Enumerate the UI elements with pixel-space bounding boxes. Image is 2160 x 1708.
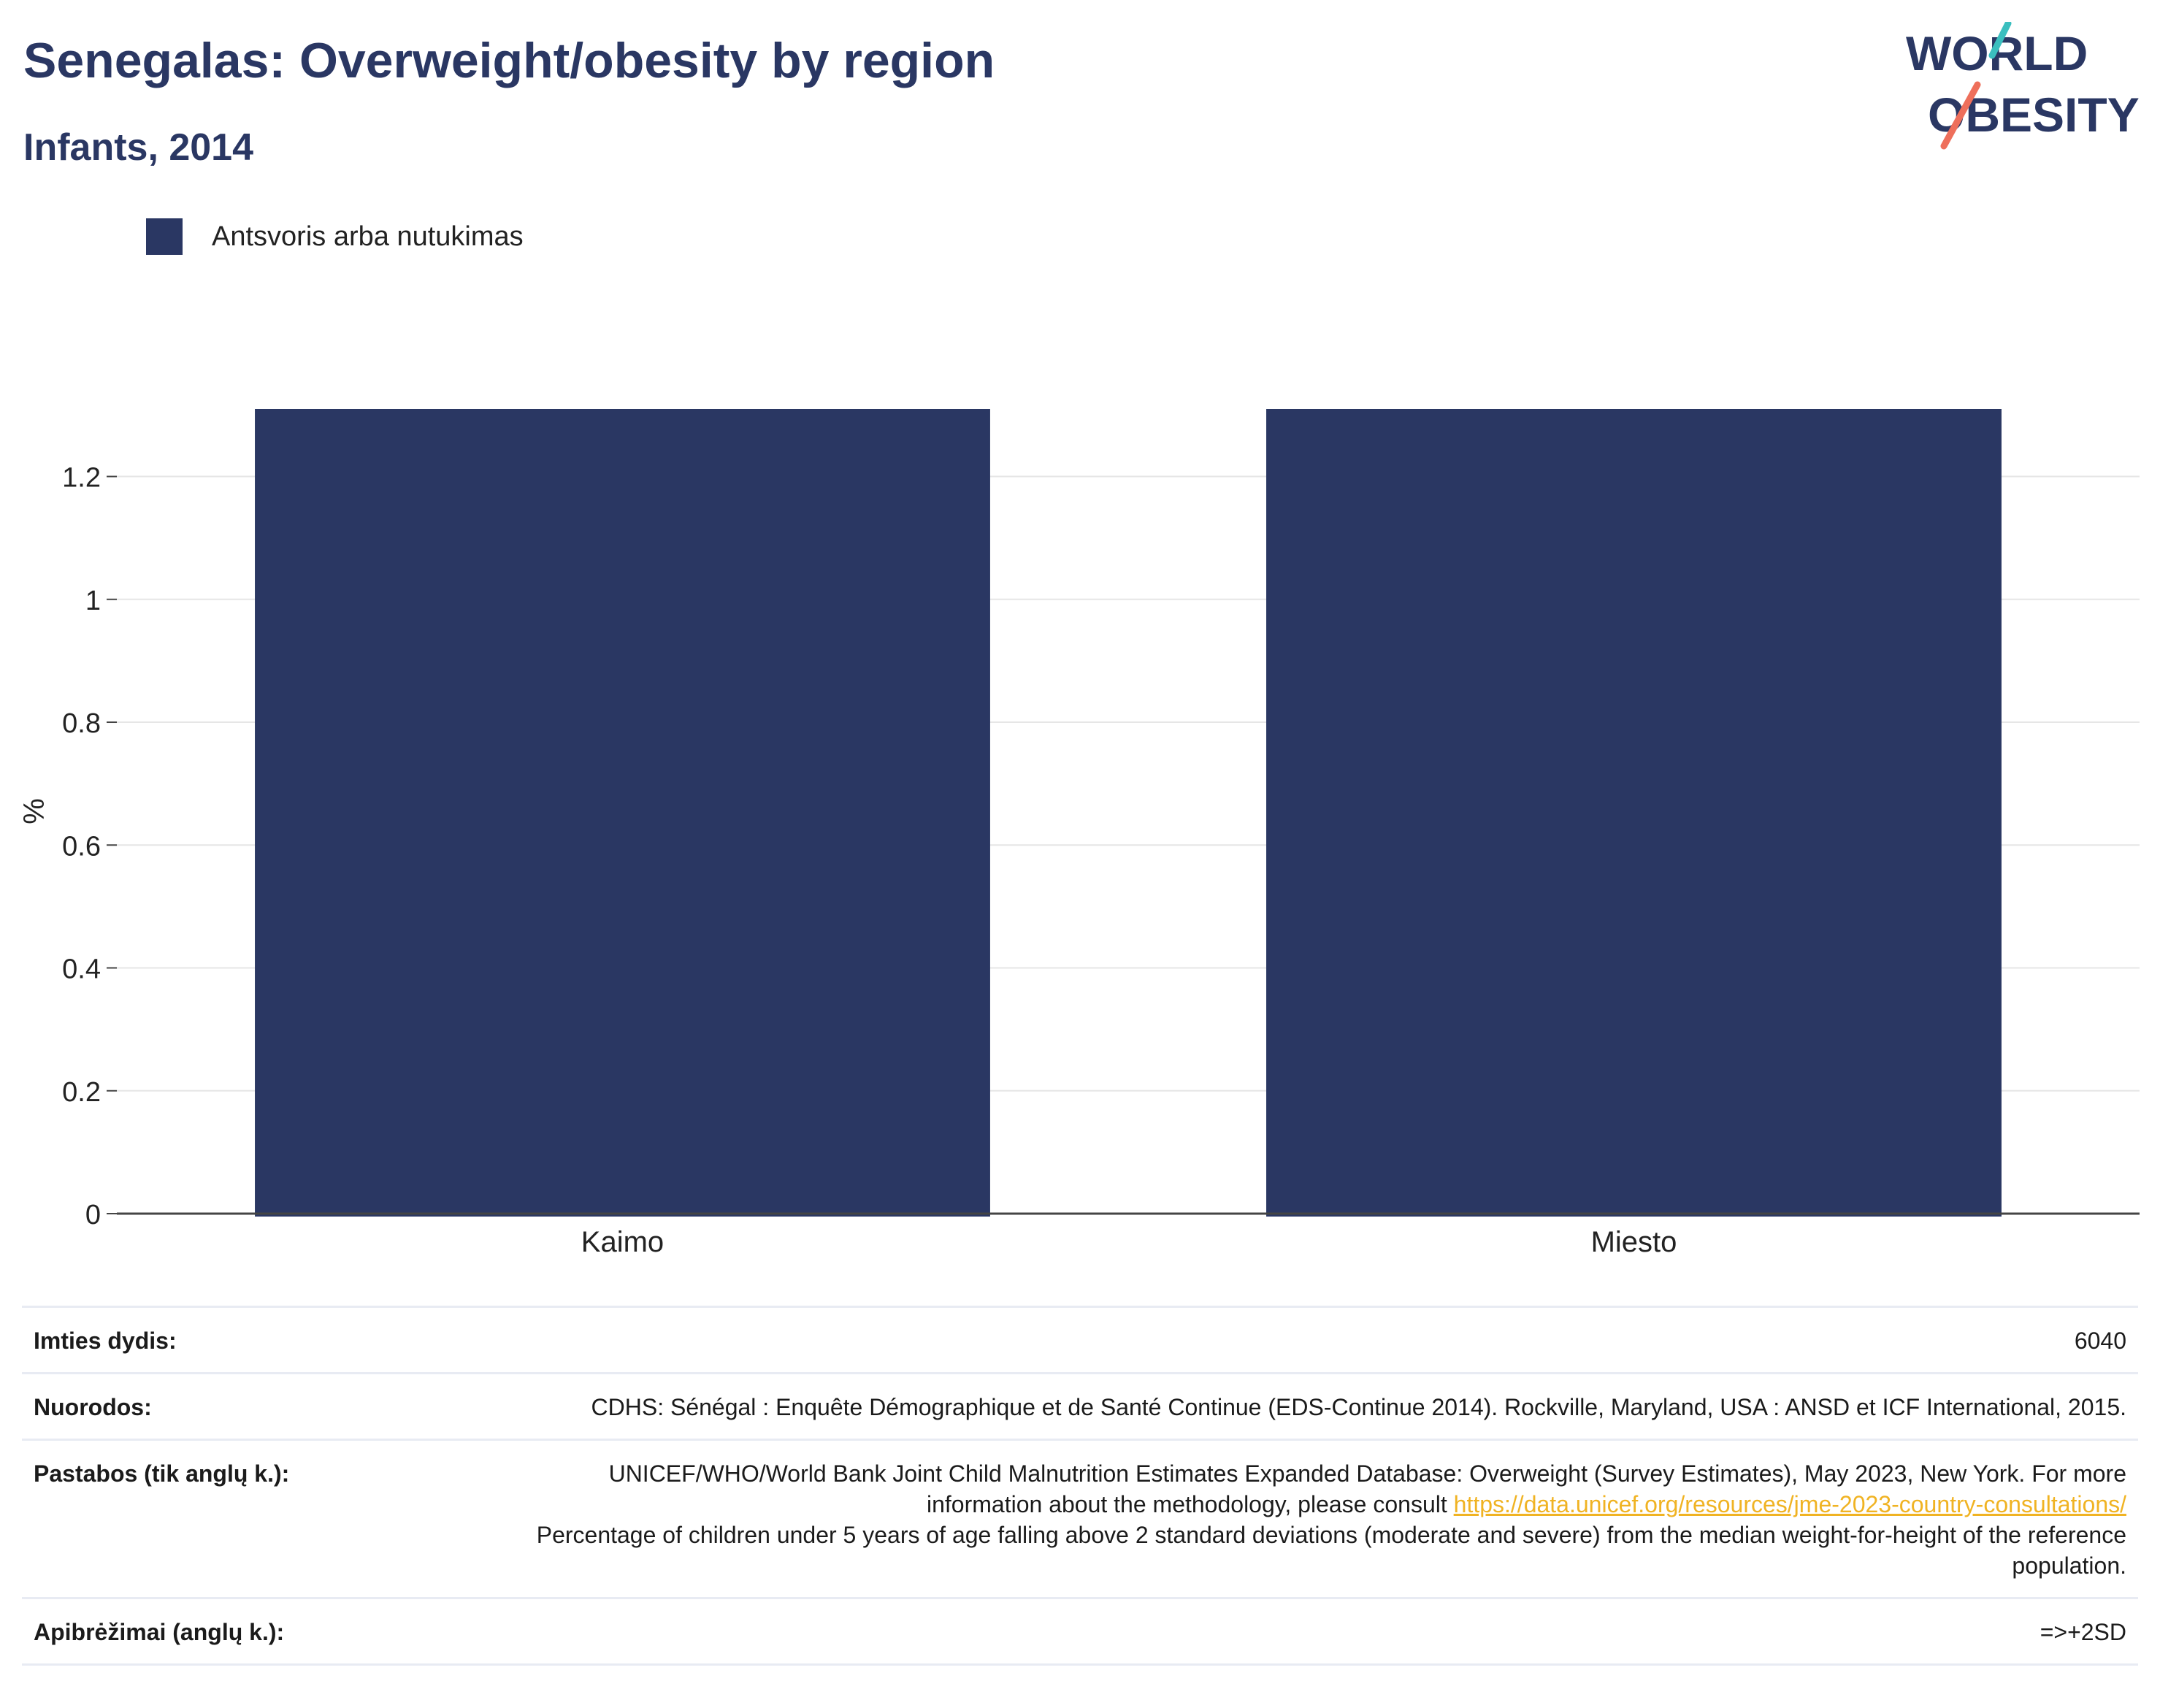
sample-size-label: Imties dydis: xyxy=(22,1306,513,1374)
logo-teal-stroke xyxy=(1988,22,2012,59)
notes-link[interactable]: https://data.unicef.org/resources/jme-20… xyxy=(1453,1491,2126,1517)
y-tick-label: 0.4 xyxy=(62,954,101,985)
chart-title: Senegalas: Overweight/obesity by region xyxy=(23,33,995,88)
y-tick-label: 0.6 xyxy=(62,831,101,862)
bars xyxy=(255,409,2002,1217)
notes-text-2: Percentage of children under 5 years of … xyxy=(536,1522,2126,1579)
info-table: Imties dydis: 6040 Nuorodos: CDHS: Sénég… xyxy=(22,1306,2138,1666)
definitions-label: Apibrėžimai (anglų k.): xyxy=(22,1597,513,1666)
x-tick-label: Miesto xyxy=(1591,1226,1677,1256)
y-tick-label: 1 xyxy=(85,586,101,616)
y-tick-label: 1.2 xyxy=(62,463,101,494)
y-axis-ticks: 0 0.2 0.4 0.6 0.8 1 1.2 xyxy=(62,463,117,1230)
references-row: Nuorodos: CDHS: Sénégal : Enquête Démogr… xyxy=(22,1372,2138,1440)
bar-chart: 0 0.2 0.4 0.6 0.8 1 1.2 Kaimo Miesto % xyxy=(18,409,2140,1256)
references-label: Nuorodos: xyxy=(22,1372,513,1440)
x-tick-label: Kaimo xyxy=(581,1226,664,1256)
y-tick-label: 0 xyxy=(85,1200,101,1230)
y-tick-label: 0.8 xyxy=(62,708,101,739)
legend: Antsvoris arba nutukimas xyxy=(146,218,524,256)
notes-label: Pastabos (tik anglų k.): xyxy=(22,1439,513,1598)
definitions-row: Apibrėžimai (anglų k.): =>+2SD xyxy=(22,1597,2138,1666)
logo-coral-stroke xyxy=(1940,81,1981,150)
logo-line1: WORLD xyxy=(1906,26,2088,80)
y-axis-label: % xyxy=(18,798,50,824)
notes-text-1: UNICEF/WHO/World Bank Joint Child Malnut… xyxy=(608,1460,2126,1517)
legend-label: Antsvoris arba nutukimas xyxy=(212,221,524,252)
definitions-value: =>+2SD xyxy=(513,1597,2138,1666)
references-value: CDHS: Sénégal : Enquête Démographique et… xyxy=(513,1372,2138,1440)
world-obesity-logo: WORLD OBESITY xyxy=(1906,22,2140,150)
sample-size-row: Imties dydis: 6040 xyxy=(22,1306,2138,1374)
legend-swatch xyxy=(146,218,183,255)
bar-miesto xyxy=(1266,409,2002,1217)
notes-value: UNICEF/WHO/World Bank Joint Child Malnut… xyxy=(513,1439,2138,1598)
x-axis-ticks: Kaimo Miesto xyxy=(581,1226,1677,1256)
bar-kaimo xyxy=(255,409,990,1217)
notes-row: Pastabos (tik anglų k.): UNICEF/WHO/Worl… xyxy=(22,1439,2138,1598)
chart-subtitle: Infants, 2014 xyxy=(23,126,254,169)
sample-size-value: 6040 xyxy=(513,1306,2138,1374)
y-tick-label: 0.2 xyxy=(62,1077,101,1108)
